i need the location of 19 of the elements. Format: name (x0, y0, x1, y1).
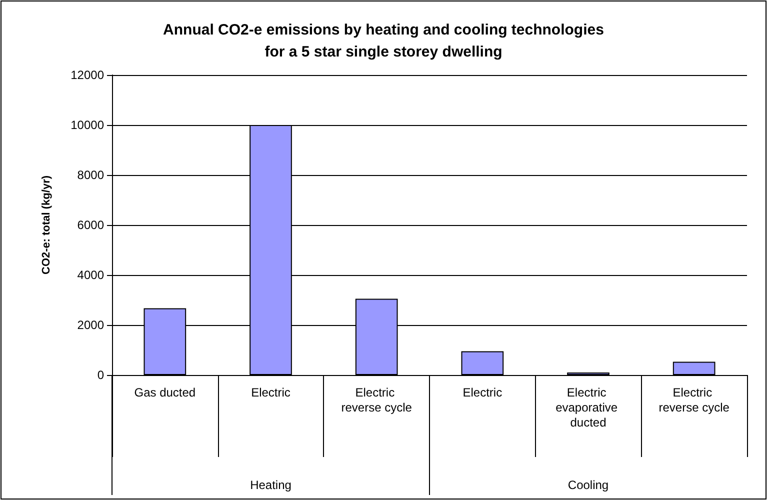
chart-title: Annual CO2-e emissions by heating and cooling technologies for a 5 star single storey dwelling (163, 22, 604, 60)
y-tick-label: 4000 (77, 268, 104, 282)
y-tick-label: 2000 (77, 318, 104, 332)
y-tick-label: 0 (97, 368, 104, 382)
y-axis-title: CO2-e: total (kg/yr) (40, 175, 52, 275)
y-tick-label: 6000 (77, 218, 104, 232)
x-tick-label: Electric (251, 386, 290, 400)
bar (461, 351, 504, 375)
x-tick-label: Gas ducted (134, 386, 196, 400)
x-tick-label: Electric reverse cycle (658, 386, 730, 414)
text: Heating (250, 478, 292, 492)
x-tick-label: Electric evaporative ducted (556, 386, 621, 430)
x-tick-label: Electric (462, 386, 502, 400)
x-tick-label: Electric reverse cycle (341, 386, 412, 414)
y-tick-label: 10000 (70, 118, 104, 132)
y-tick-label: 8000 (77, 168, 104, 182)
bar (672, 362, 716, 375)
y-tick-label: 12000 (70, 68, 104, 82)
text: Cooling (568, 478, 609, 492)
